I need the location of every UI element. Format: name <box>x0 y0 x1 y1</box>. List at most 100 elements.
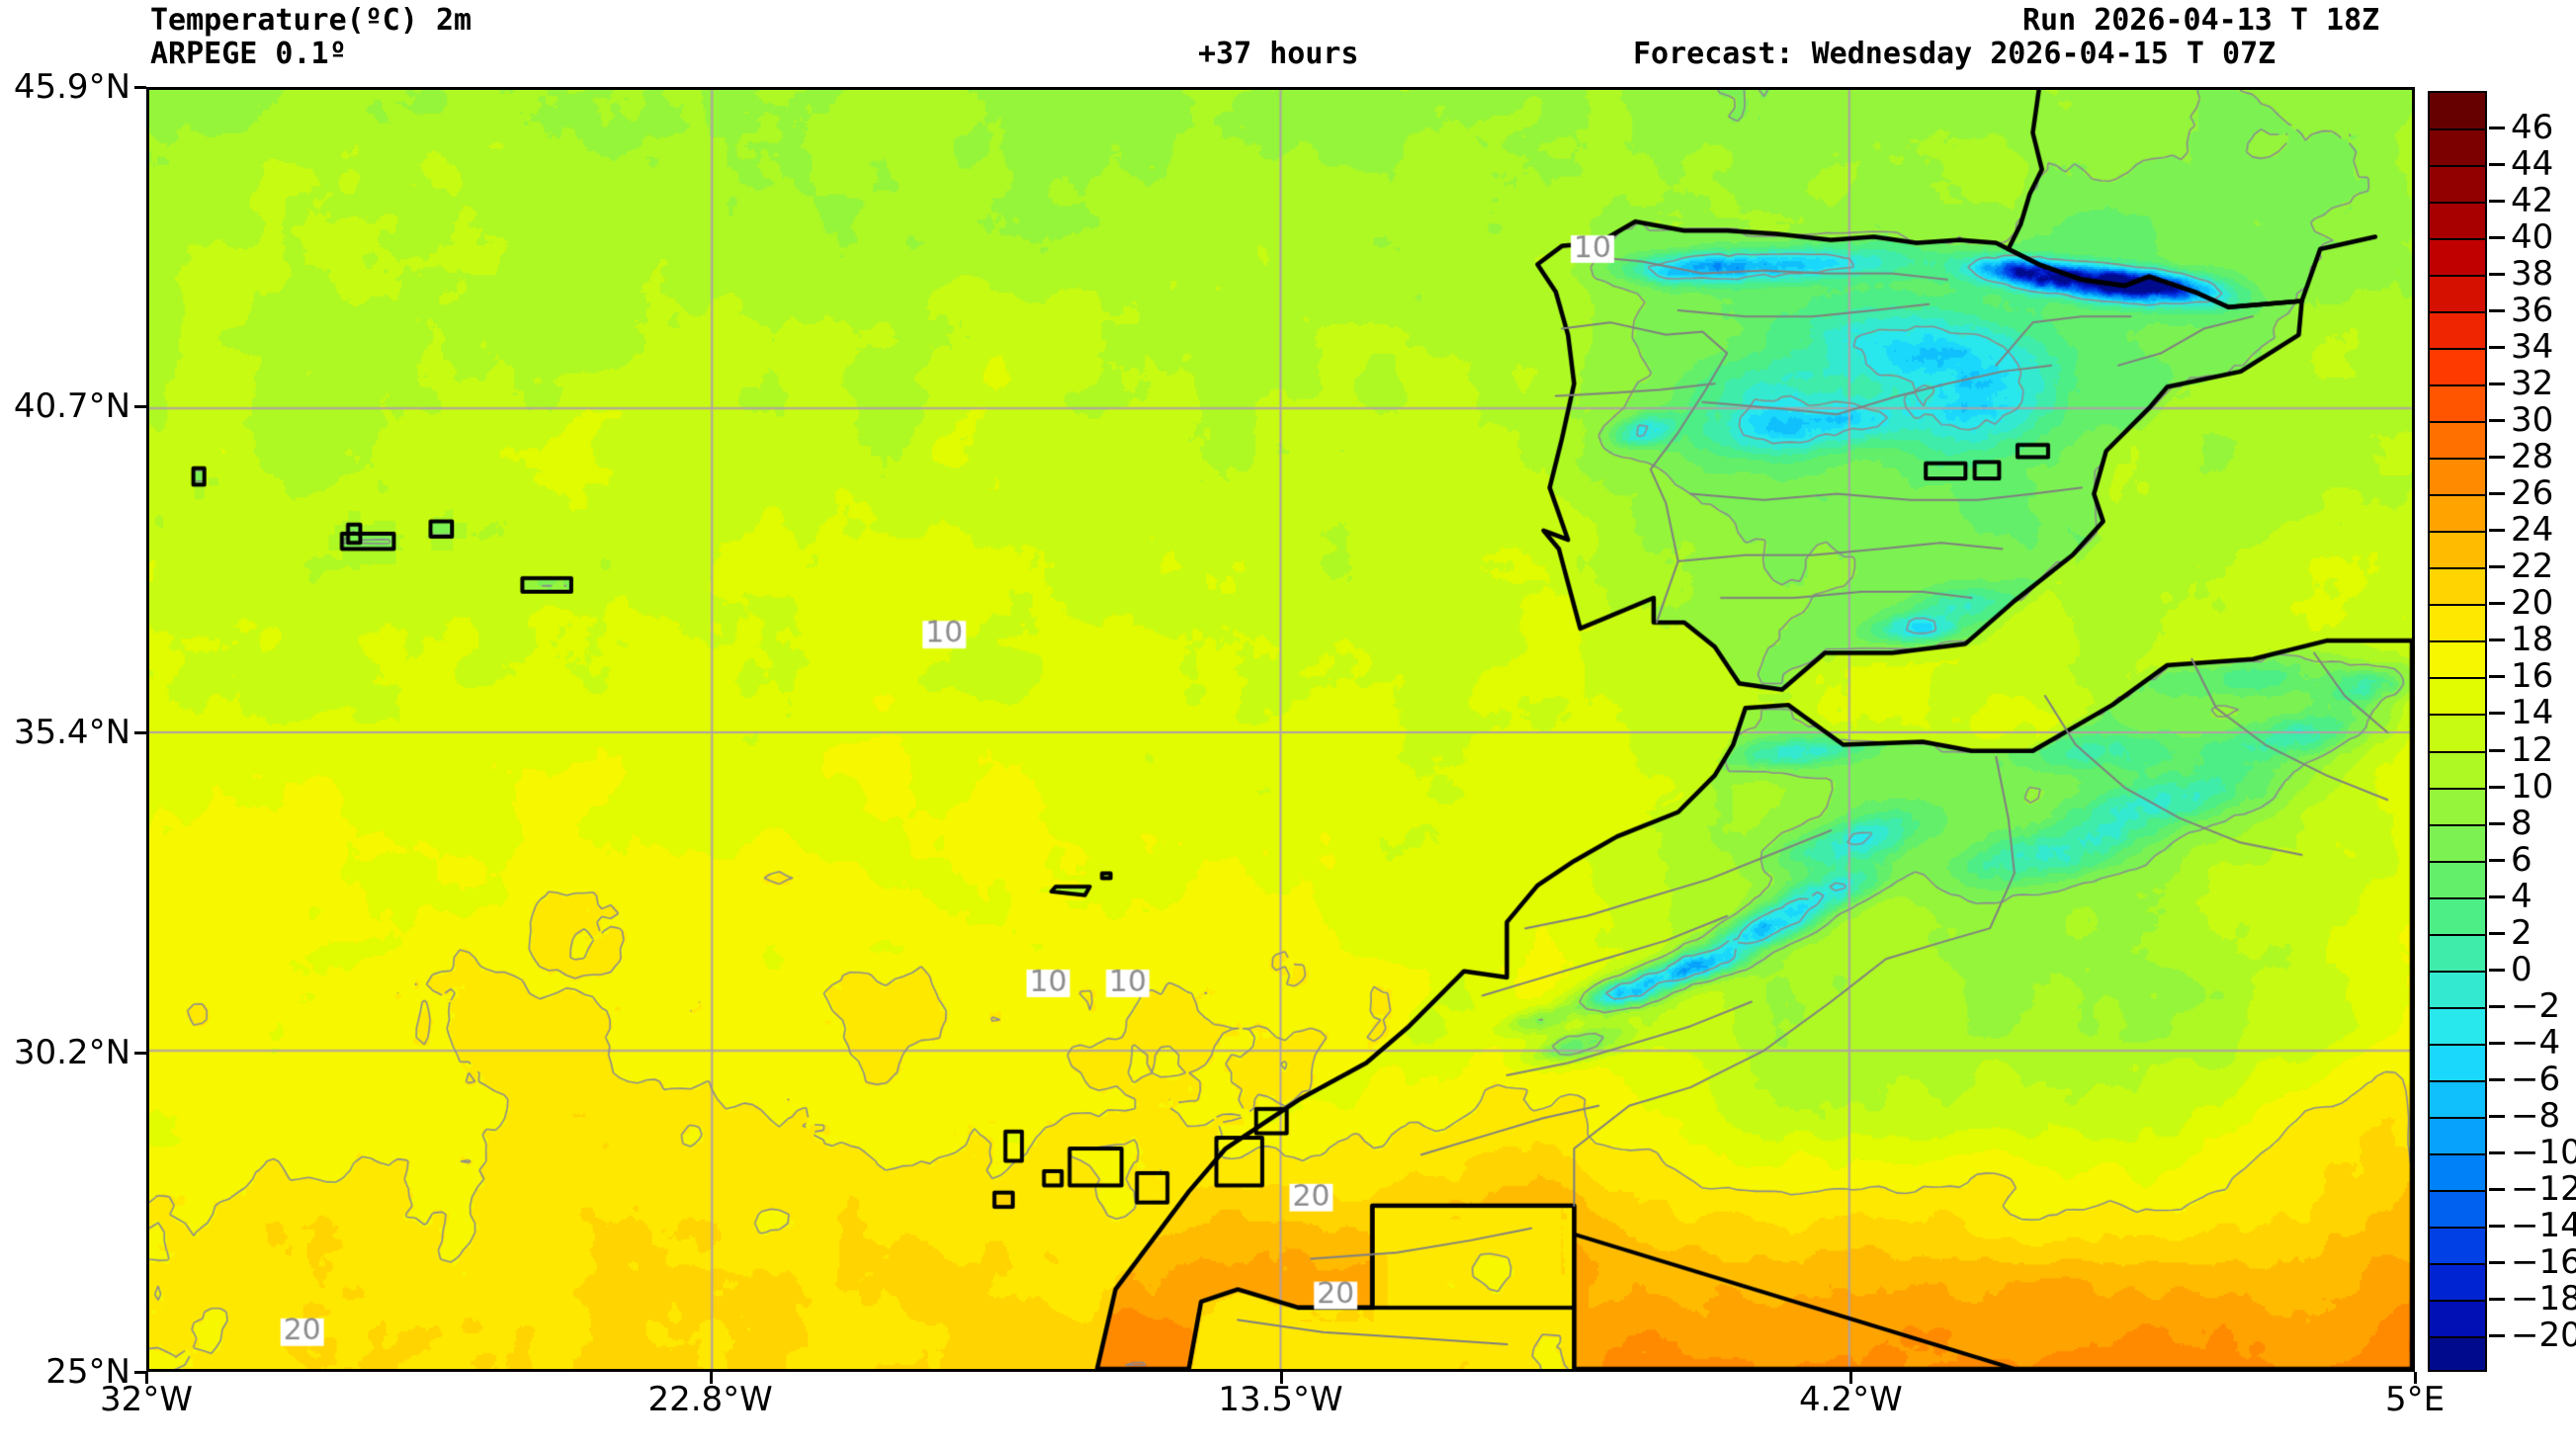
colorbar-segment <box>2430 532 2485 569</box>
colorbar-boundary <box>2430 1335 2485 1338</box>
colorbar-tick-label: −8 <box>2511 1095 2561 1136</box>
y-tick-mark <box>134 86 146 89</box>
colorbar-segment <box>2430 715 2485 753</box>
colorbar-segment <box>2430 568 2485 606</box>
colorbar-tick-mark <box>2489 309 2505 313</box>
colorbar-tick-mark <box>2489 602 2505 606</box>
y-tick-mark <box>134 1371 146 1374</box>
colorbar-tick-label: 2 <box>2511 912 2533 953</box>
x-axis-label: 5°E <box>2384 1380 2446 1419</box>
colorbar-segment <box>2430 1263 2485 1302</box>
colorbar-segment <box>2430 1190 2485 1229</box>
colorbar-tick-mark <box>2489 1297 2505 1301</box>
colorbar-tick-mark <box>2489 127 2505 130</box>
colorbar-tick-mark <box>2489 675 2505 679</box>
colorbar-tick-label: 20 <box>2511 583 2554 624</box>
colorbar-tick-mark <box>2489 419 2505 423</box>
colorbar-tick-label: 30 <box>2511 400 2554 441</box>
colorbar-tick-label: 34 <box>2511 327 2554 368</box>
x-tick-mark <box>709 1372 713 1384</box>
colorbar-boundary <box>2430 165 2485 168</box>
page-title: Temperature(ºC) 2m <box>150 3 472 38</box>
colorbar-tick-mark <box>2489 894 2505 898</box>
colorbar-boundary <box>2430 348 2485 351</box>
colorbar-segment <box>2430 897 2485 936</box>
colorbar-tick-label: 22 <box>2511 547 2554 587</box>
colorbar-segment <box>2430 1227 2485 1265</box>
colorbar-boundary <box>2430 750 2485 753</box>
x-axis-label: 13.5°W <box>1218 1380 1343 1419</box>
colorbar-boundary <box>2430 1299 2485 1302</box>
colorbar-boundary <box>2430 1189 2485 1192</box>
colorbar-tick-mark <box>2489 712 2505 716</box>
colorbar-tick-label: 12 <box>2511 729 2554 770</box>
colorbar-boundary <box>2430 1152 2485 1155</box>
colorbar-tick-mark <box>2489 1333 2505 1337</box>
colorbar-legend[interactable]: 46 44 42 40 38 36 34 32 30 28 26 24 22 20 18 16 14 12 10 8 6… <box>2428 91 2576 1372</box>
colorbar-boundary <box>2430 787 2485 790</box>
colorbar-boundary <box>2430 933 2485 936</box>
y-axis-label: 30.2°N <box>13 1032 130 1072</box>
colorbar-boundary <box>2430 1116 2485 1119</box>
model-label: ARPEGE 0.1º <box>150 37 347 71</box>
colorbar-segment <box>2430 422 2485 460</box>
colorbar-segment <box>2430 1007 2485 1046</box>
colorbar-tick-label: −20 <box>2511 1315 2576 1355</box>
x-axis-label: 22.8°W <box>647 1380 773 1419</box>
colorbar-tick-label: 0 <box>2511 949 2533 989</box>
colorbar-segment <box>2430 129 2485 167</box>
colorbar-segment <box>2430 203 2485 240</box>
colorbar-segment <box>2430 788 2485 826</box>
colorbar-boundary <box>2430 202 2485 205</box>
forecast-time-label: Forecast: Wednesday 2026-04-15 T 07Z <box>1633 37 2276 71</box>
colorbar-tick-mark <box>2489 565 2505 569</box>
temperature-heatmap[interactable] <box>149 90 2412 1369</box>
colorbar-tick-label: −6 <box>2511 1059 2561 1099</box>
y-tick-mark <box>134 405 146 409</box>
colorbar-boundary <box>2430 677 2485 680</box>
colorbar-tick-mark <box>2489 785 2505 789</box>
colorbar-segment <box>2430 93 2485 130</box>
colorbar-tick-label: −12 <box>2511 1168 2576 1209</box>
header-bar: Temperature(ºC) 2m ARPEGE 0.1º +37 hours… <box>0 0 2576 87</box>
colorbar-boundary <box>2430 421 2485 424</box>
colorbar-tick-label: 4 <box>2511 876 2533 916</box>
colorbar-tick-label: 14 <box>2511 693 2554 733</box>
colorbar-boundary <box>2430 860 2485 863</box>
colorbar-segment <box>2430 1117 2485 1155</box>
colorbar-boundary <box>2430 128 2485 131</box>
colorbar-tick-mark <box>2489 1041 2505 1045</box>
colorbar-tick-mark <box>2489 273 2505 277</box>
colorbar-segment <box>2430 1336 2485 1370</box>
colorbar-boundary <box>2430 1006 2485 1009</box>
colorbar-segment <box>2430 1080 2485 1119</box>
y-axis-label: 35.4°N <box>13 713 130 753</box>
colorbar-segment <box>2430 824 2485 863</box>
colorbar-segment <box>2430 1044 2485 1082</box>
colorbar-tick-mark <box>2489 968 2505 972</box>
x-axis-label: 4.2°W <box>1798 1380 1903 1419</box>
colorbar-segment <box>2430 861 2485 899</box>
colorbar-boundary <box>2430 531 2485 534</box>
x-axis-label: 32°W <box>100 1380 193 1419</box>
colorbar-tick-mark <box>2489 1260 2505 1264</box>
run-time-label: Run 2026-04-13 T 18Z <box>2022 3 2380 38</box>
colorbar-tick-mark <box>2489 1114 2505 1118</box>
colorbar-tick-mark <box>2489 529 2505 533</box>
colorbar-boundary <box>2430 896 2485 899</box>
colorbar-segment <box>2430 641 2485 680</box>
colorbar-segment <box>2430 459 2485 496</box>
map-plot-area[interactable] <box>146 87 2415 1372</box>
colorbar-tick-mark <box>2489 748 2505 752</box>
colorbar-tick-label: 6 <box>2511 839 2533 880</box>
colorbar-boundary <box>2430 640 2485 643</box>
colorbar-tick-mark <box>2489 931 2505 935</box>
y-axis-label: 25°N <box>45 1352 130 1392</box>
colorbar-tick-mark <box>2489 638 2505 642</box>
colorbar-segment <box>2430 385 2485 423</box>
colorbar-gradient <box>2428 91 2487 1372</box>
colorbar-segment <box>2430 166 2485 204</box>
colorbar-boundary <box>2430 1226 2485 1229</box>
x-tick-mark <box>1279 1372 1283 1384</box>
colorbar-boundary <box>2430 458 2485 461</box>
